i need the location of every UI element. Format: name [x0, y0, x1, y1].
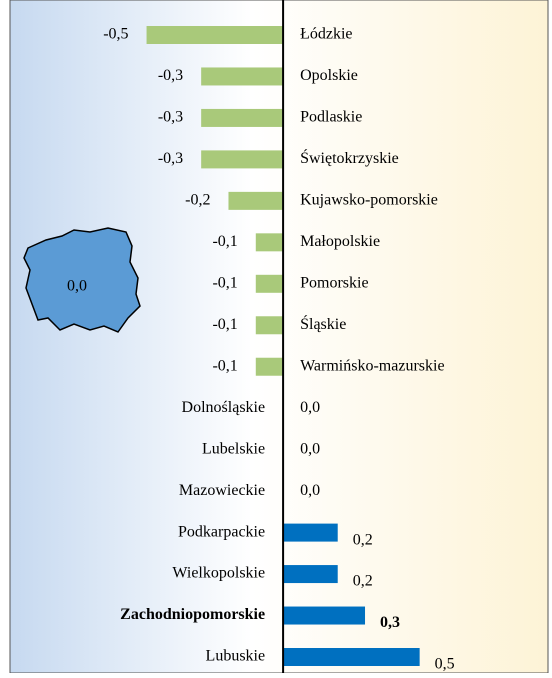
- bar: [255, 357, 284, 376]
- category-label: Podkarpackie: [178, 523, 265, 540]
- bar: [283, 565, 338, 584]
- category-label: Mazowieckie: [179, 482, 265, 499]
- bar: [201, 108, 284, 127]
- category-label: Lubelskie: [202, 440, 265, 457]
- bar: [228, 191, 284, 210]
- plot-background: [9, 0, 549, 674]
- value-label: 0,3: [380, 614, 400, 631]
- value-label: 0,0: [300, 440, 320, 457]
- bar: [201, 67, 284, 86]
- category-label: Kujawsko-pomorskie: [300, 192, 438, 209]
- category-label: Łódzkie: [300, 26, 352, 43]
- bar: [255, 316, 284, 335]
- bar: [201, 150, 284, 169]
- bar: [146, 26, 284, 44]
- value-label: 0,2: [353, 531, 373, 548]
- category-label: Zachodniopomorskie: [120, 606, 265, 623]
- category-label: Lubuskie: [206, 648, 266, 665]
- category-label: Dolnośląskie: [182, 399, 266, 416]
- value-label: 0,2: [353, 573, 373, 590]
- bar: [255, 274, 284, 293]
- value-label: -0,5: [103, 26, 128, 43]
- category-label: Śląskie: [300, 314, 346, 333]
- bar: [283, 648, 420, 666]
- value-label: -0,3: [158, 67, 183, 84]
- value-label: -0,1: [212, 233, 237, 250]
- category-label: Warmińsko-mazurskie: [300, 357, 444, 374]
- value-label: -0,1: [212, 274, 237, 291]
- value-label: -0,1: [212, 357, 237, 374]
- bar: [283, 523, 338, 542]
- value-label: -0,1: [212, 316, 237, 333]
- category-label: Wielkopolskie: [172, 565, 265, 582]
- bar: [255, 233, 284, 252]
- poland-map: [23, 227, 141, 333]
- value-label: 0,0: [300, 482, 320, 499]
- value-label: 0,0: [300, 399, 320, 416]
- category-label: Podlaskie: [300, 109, 362, 126]
- category-label: Opolskie: [300, 67, 358, 84]
- category-label: Świętokrzyskie: [300, 148, 399, 167]
- value-label: -0,3: [158, 109, 183, 126]
- bar: [283, 606, 366, 625]
- map-label: 0,0: [67, 278, 87, 295]
- category-label: Małopolskie: [300, 233, 380, 250]
- value-label: -0,2: [185, 192, 210, 209]
- value-label: -0,3: [158, 150, 183, 167]
- value-label: 0,5: [435, 656, 455, 673]
- category-label: Pomorskie: [300, 274, 368, 291]
